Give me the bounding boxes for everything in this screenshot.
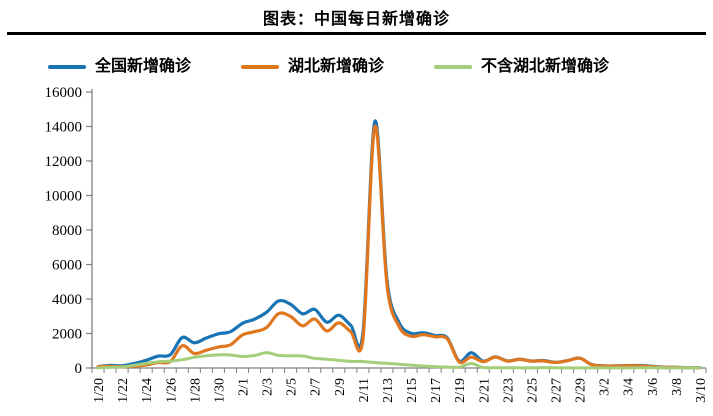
chart-title: 图表：中国每日新增确诊 xyxy=(262,11,450,28)
svg-text:10000: 10000 xyxy=(45,189,83,205)
svg-text:2000: 2000 xyxy=(52,327,82,343)
svg-text:12000: 12000 xyxy=(45,154,83,170)
svg-text:2/21: 2/21 xyxy=(477,378,492,403)
legend-line-swatch-ex-hubei xyxy=(434,65,473,69)
svg-text:2/1: 2/1 xyxy=(236,378,251,396)
svg-text:2/15: 2/15 xyxy=(405,378,420,403)
svg-text:6000: 6000 xyxy=(52,258,82,274)
legend-item-national: 全国新增确诊 xyxy=(48,57,191,77)
legend-item-hubei: 湖北新增确诊 xyxy=(241,57,384,77)
svg-text:3/10: 3/10 xyxy=(694,378,709,403)
chart-legend: 全国新增确诊 湖北新增确诊 不含湖北新增确诊 xyxy=(48,57,609,77)
legend-label-hubei: 湖北新增确诊 xyxy=(288,58,385,75)
svg-text:2/5: 2/5 xyxy=(285,378,300,396)
svg-text:1/30: 1/30 xyxy=(212,378,227,403)
svg-text:2/17: 2/17 xyxy=(429,378,444,403)
svg-text:2/23: 2/23 xyxy=(501,378,516,403)
svg-text:2/25: 2/25 xyxy=(525,378,540,403)
legend-line-swatch-hubei xyxy=(241,65,280,69)
svg-text:1/24: 1/24 xyxy=(140,378,155,403)
svg-text:1/22: 1/22 xyxy=(116,378,131,403)
svg-text:1/28: 1/28 xyxy=(188,378,203,403)
legend-label-national: 全国新增确诊 xyxy=(95,58,192,75)
svg-text:14000: 14000 xyxy=(45,120,83,136)
legend-item-ex-hubei: 不含湖北新增确诊 xyxy=(434,57,609,77)
svg-text:2/27: 2/27 xyxy=(550,378,565,403)
svg-text:16000: 16000 xyxy=(45,85,83,101)
legend-label-ex-hubei: 不含湖北新增确诊 xyxy=(481,58,610,75)
svg-text:2/29: 2/29 xyxy=(574,378,589,403)
legend-line-swatch-national xyxy=(48,65,86,69)
svg-text:3/6: 3/6 xyxy=(646,378,661,396)
svg-text:2/9: 2/9 xyxy=(333,378,348,396)
svg-text:2/11: 2/11 xyxy=(357,378,372,402)
svg-text:2/13: 2/13 xyxy=(381,378,396,403)
svg-text:0: 0 xyxy=(75,361,83,377)
svg-text:2/19: 2/19 xyxy=(453,378,468,403)
svg-text:3/2: 3/2 xyxy=(598,378,613,396)
svg-text:2/3: 2/3 xyxy=(261,378,276,396)
svg-text:3/4: 3/4 xyxy=(622,378,637,396)
svg-text:3/8: 3/8 xyxy=(670,378,685,396)
svg-text:8000: 8000 xyxy=(52,223,82,239)
svg-text:2/7: 2/7 xyxy=(309,378,324,396)
svg-text:4000: 4000 xyxy=(52,292,82,308)
title-divider xyxy=(7,32,706,35)
svg-text:1/20: 1/20 xyxy=(92,378,107,403)
svg-text:1/26: 1/26 xyxy=(164,378,179,403)
